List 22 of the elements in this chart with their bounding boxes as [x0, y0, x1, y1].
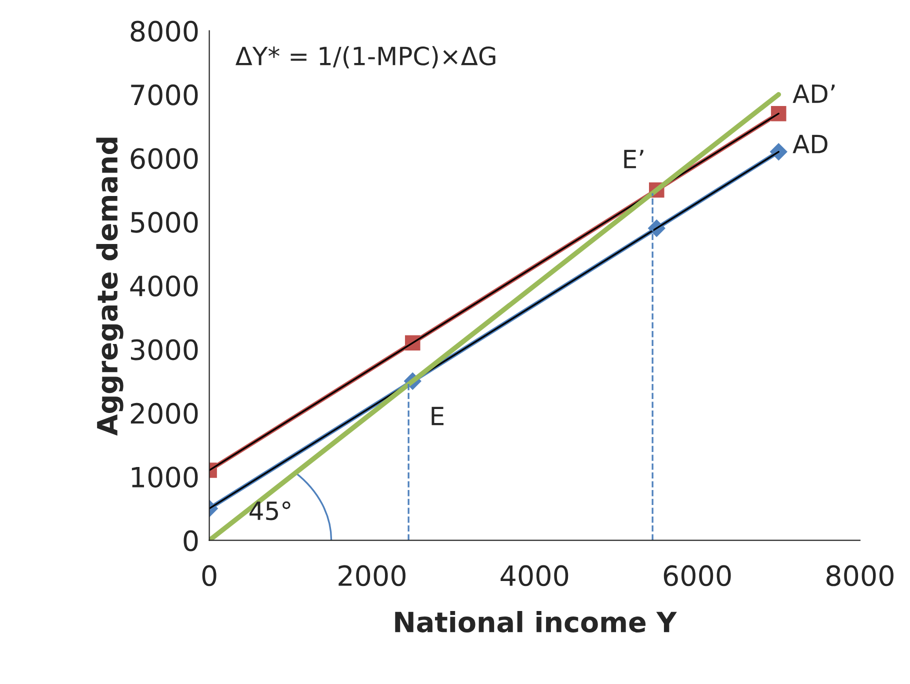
y-axis-title: Aggregate demand	[96, 138, 124, 436]
x-axis-title: National income Y	[395, 610, 677, 632]
series-label: AD	[792, 134, 828, 154]
y-tick-label: 4000	[130, 276, 198, 297]
annotation: 45°	[250, 501, 290, 520]
y-tick-label: 1000	[132, 466, 198, 488]
x-tick-label: 8000	[826, 565, 894, 586]
x-tick-label: 6000	[664, 565, 731, 586]
annotation: E’	[624, 150, 644, 168]
y-tick-label: 8000	[130, 20, 198, 42]
x-tick-label: 4000	[500, 565, 568, 586]
annotation: ΔY* = 1/(1-MPC)×ΔG	[236, 46, 496, 68]
y-tick-label: 2000	[130, 402, 198, 424]
x-tick-label: 0	[202, 565, 216, 586]
y-tick-label: 0	[184, 530, 198, 552]
annotation: E	[432, 406, 444, 426]
y-tick-label: 6000	[130, 148, 198, 170]
y-tick-label: 5000	[131, 212, 198, 233]
y-tick-label: 3000	[131, 339, 198, 360]
y-tick-label: 7000	[131, 84, 198, 106]
series-label: AD’	[792, 84, 835, 103]
x-tick-label: 2000	[338, 565, 406, 586]
